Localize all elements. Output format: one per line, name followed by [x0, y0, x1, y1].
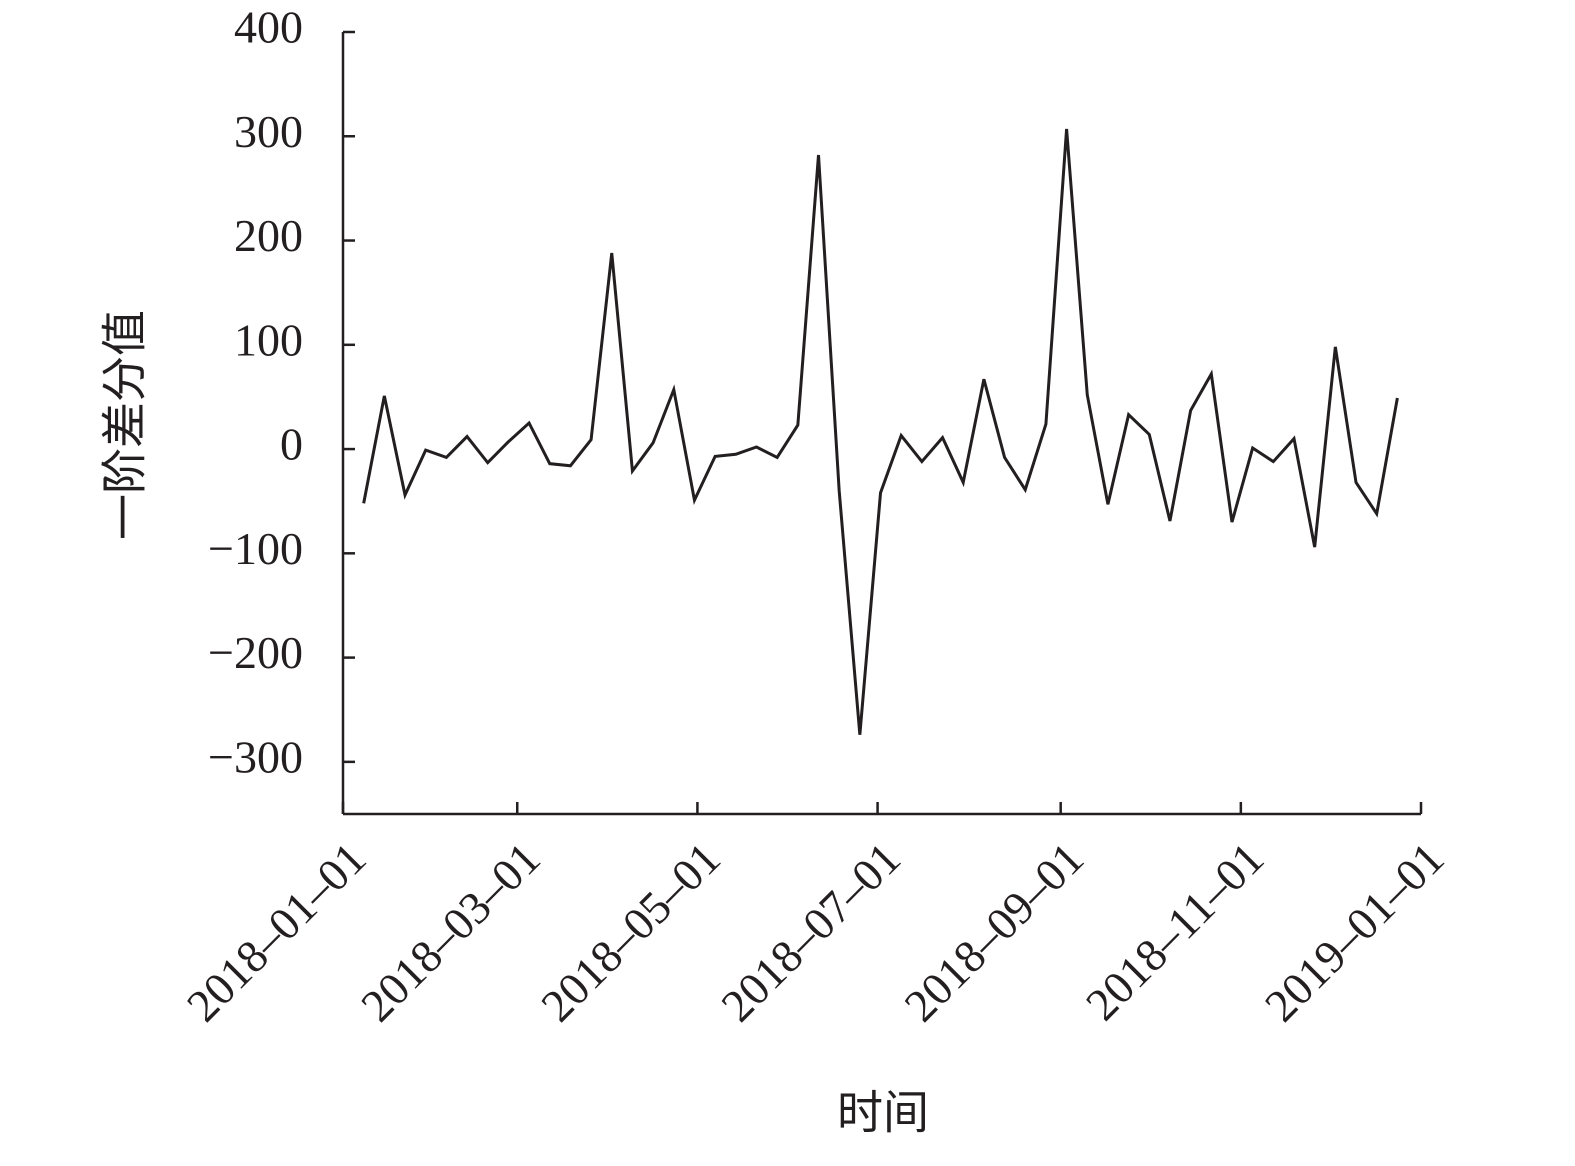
y-tick-label: 100 [234, 314, 303, 365]
y-tick-label: 0 [280, 419, 303, 470]
y-tick-label: 400 [234, 2, 303, 53]
x-tick-label: 2018–01–01 [177, 832, 376, 1031]
y-tick-label: 300 [234, 106, 303, 157]
x-tick-label: 2018–11–01 [1076, 832, 1273, 1029]
y-tick-label: 200 [234, 210, 303, 261]
y-axis-label: 一阶差分值 [100, 310, 151, 540]
x-tick-label: 2018–07–01 [711, 832, 910, 1031]
y-tick-label: −100 [208, 523, 303, 574]
line [362, 128, 1399, 735]
x-tick-label: 2018–05–01 [531, 832, 730, 1031]
y-tick-label: −200 [208, 627, 303, 678]
x-tick-label: 2018–03–01 [351, 832, 550, 1031]
y-tick-label: −300 [208, 731, 303, 782]
x-axis-label: 时间 [837, 1088, 929, 1139]
x-tick-label: 2018–09–01 [895, 832, 1094, 1031]
x-tick-label: 2019–01–01 [1255, 832, 1454, 1031]
